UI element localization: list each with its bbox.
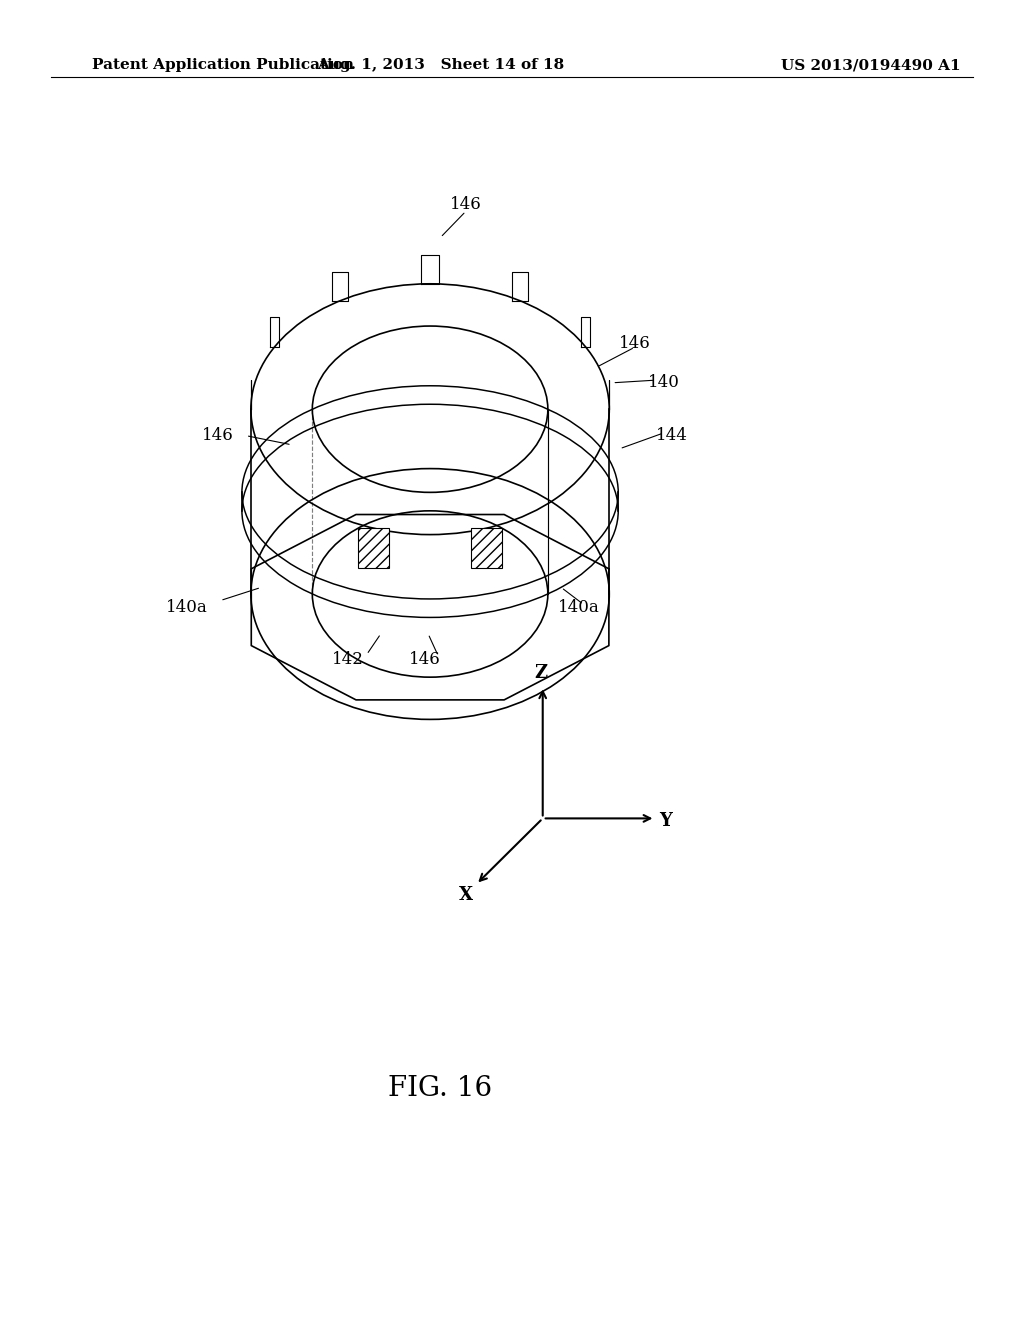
Text: US 2013/0194490 A1: US 2013/0194490 A1: [780, 58, 961, 73]
Text: Aug. 1, 2013   Sheet 14 of 18: Aug. 1, 2013 Sheet 14 of 18: [316, 58, 564, 73]
Text: Y: Y: [659, 812, 672, 830]
Text: 144: 144: [655, 428, 688, 444]
Text: 140a: 140a: [558, 599, 599, 615]
Polygon shape: [471, 528, 502, 568]
Text: 146: 146: [202, 428, 234, 444]
Text: 140a: 140a: [166, 599, 207, 615]
Text: 146: 146: [618, 335, 651, 351]
Polygon shape: [358, 528, 389, 568]
Text: Z: Z: [535, 664, 547, 682]
Text: 146: 146: [409, 652, 441, 668]
Text: Patent Application Publication: Patent Application Publication: [92, 58, 354, 73]
Text: FIG. 16: FIG. 16: [388, 1076, 493, 1102]
Text: 146: 146: [450, 197, 482, 213]
Text: X: X: [459, 886, 473, 904]
Text: 142: 142: [332, 652, 365, 668]
Text: 140: 140: [647, 375, 680, 391]
